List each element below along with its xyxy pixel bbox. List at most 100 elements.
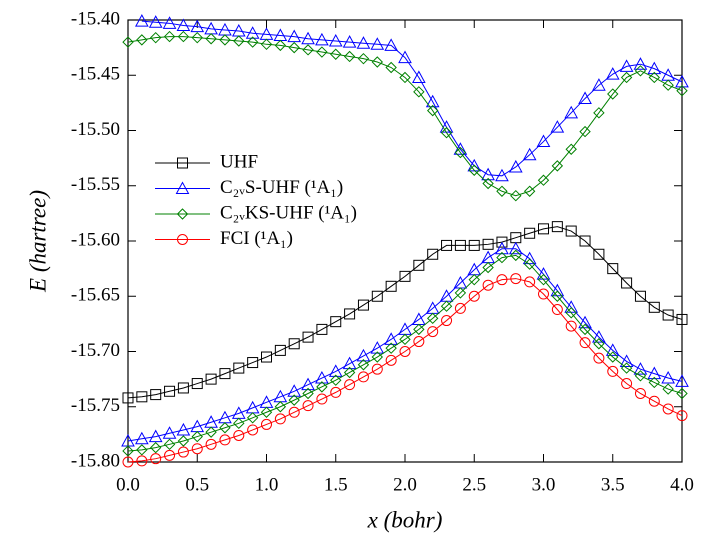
marker — [675, 374, 689, 387]
marker — [522, 147, 537, 161]
y-tick-label: -15.75 — [71, 395, 120, 416]
marker — [162, 16, 177, 29]
marker — [592, 330, 606, 343]
marker — [136, 391, 148, 403]
y-tick-label: -15.70 — [71, 340, 120, 361]
marker — [551, 160, 564, 172]
marker — [662, 309, 674, 321]
marker — [468, 290, 480, 302]
marker — [148, 429, 163, 443]
marker — [398, 50, 412, 64]
marker — [287, 29, 302, 43]
marker — [302, 331, 314, 343]
marker — [565, 320, 577, 332]
marker — [385, 354, 397, 366]
marker — [385, 280, 397, 292]
marker — [316, 323, 328, 335]
marker — [524, 276, 536, 288]
series-line — [127, 278, 683, 463]
marker — [399, 346, 411, 357]
marker — [579, 337, 591, 349]
marker — [343, 50, 356, 63]
marker — [413, 259, 425, 271]
marker — [565, 225, 577, 237]
marker — [233, 362, 245, 374]
marker — [676, 410, 688, 422]
marker — [593, 352, 605, 364]
marker — [482, 279, 494, 291]
marker — [510, 273, 522, 285]
marker — [523, 258, 536, 270]
marker — [302, 387, 314, 400]
marker — [482, 238, 494, 250]
series-line — [127, 254, 683, 452]
marker — [634, 370, 647, 382]
marker — [440, 127, 453, 139]
marker — [510, 189, 522, 202]
marker — [177, 446, 189, 458]
marker — [676, 313, 688, 325]
marker — [468, 164, 480, 176]
marker — [247, 357, 259, 369]
marker — [288, 338, 300, 350]
x-axis-label: x (bohr) — [367, 507, 443, 532]
marker — [551, 221, 563, 233]
marker — [385, 61, 397, 74]
marker — [176, 18, 191, 32]
marker — [676, 85, 688, 97]
marker — [662, 383, 674, 395]
marker — [413, 336, 425, 348]
marker — [177, 157, 188, 169]
marker — [205, 373, 217, 385]
marker — [454, 146, 467, 159]
marker — [384, 332, 398, 345]
marker — [233, 417, 245, 430]
marker — [620, 362, 633, 374]
marker — [593, 248, 605, 260]
marker — [261, 418, 272, 430]
marker — [454, 239, 466, 251]
marker — [441, 239, 453, 251]
marker — [579, 323, 591, 336]
series-line — [127, 36, 683, 197]
marker — [647, 366, 662, 380]
marker — [344, 308, 356, 320]
marker — [371, 56, 384, 68]
y-tick-label: -15.55 — [71, 174, 120, 195]
marker — [288, 394, 300, 406]
marker — [579, 235, 591, 247]
marker — [370, 341, 385, 354]
marker — [371, 363, 383, 375]
x-tick-label: 0.5 — [185, 474, 209, 495]
marker — [301, 377, 315, 391]
marker — [274, 413, 286, 425]
marker — [607, 263, 619, 275]
marker — [537, 174, 550, 186]
marker — [412, 70, 426, 83]
marker — [454, 287, 467, 299]
marker — [260, 406, 273, 418]
marker — [176, 208, 189, 220]
marker — [427, 326, 439, 338]
x-tick-label: 2.5 — [462, 474, 486, 495]
marker — [620, 71, 633, 84]
marker — [468, 273, 480, 286]
marker — [328, 364, 343, 377]
marker — [496, 185, 508, 197]
marker — [177, 382, 189, 394]
marker — [565, 307, 577, 319]
marker — [302, 400, 314, 412]
marker — [676, 387, 688, 400]
marker — [122, 456, 134, 468]
marker — [219, 368, 231, 380]
marker — [399, 71, 411, 84]
marker — [579, 125, 591, 138]
marker — [150, 453, 162, 465]
marker — [496, 274, 508, 286]
marker — [536, 134, 551, 148]
marker — [356, 36, 371, 49]
marker — [219, 422, 231, 434]
marker — [605, 67, 620, 80]
marker — [247, 424, 259, 436]
